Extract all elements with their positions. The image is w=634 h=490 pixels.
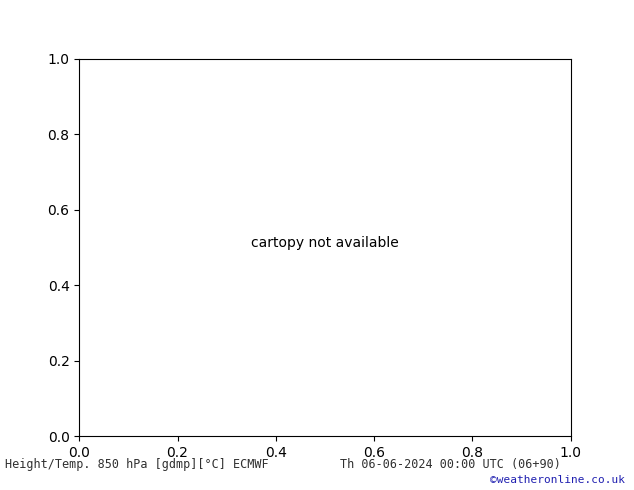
Text: Height/Temp. 850 hPa [gdmp][°C] ECMWF: Height/Temp. 850 hPa [gdmp][°C] ECMWF xyxy=(5,458,269,470)
Text: Th 06-06-2024 00:00 UTC (06+90): Th 06-06-2024 00:00 UTC (06+90) xyxy=(340,458,561,470)
Text: ©weatheronline.co.uk: ©weatheronline.co.uk xyxy=(490,475,625,485)
Text: cartopy not available: cartopy not available xyxy=(251,237,399,250)
